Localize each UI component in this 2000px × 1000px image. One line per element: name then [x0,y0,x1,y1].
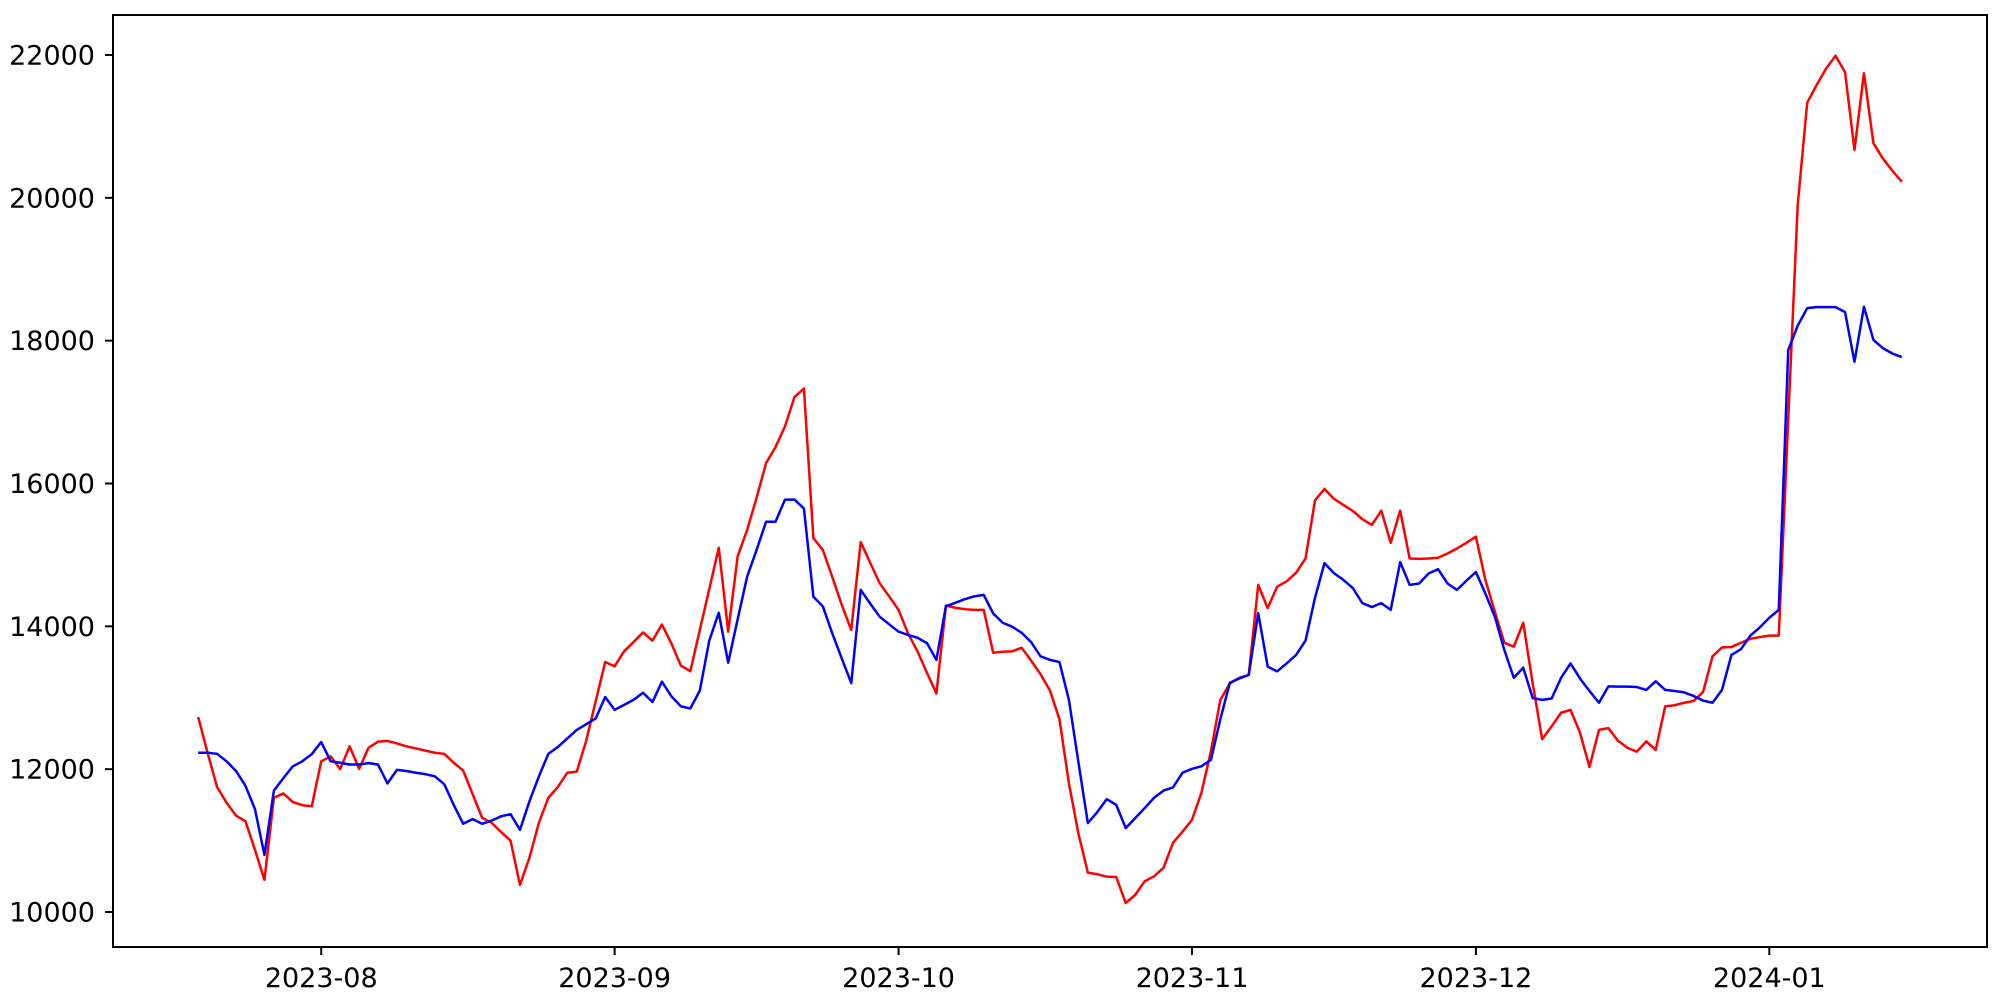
x-tick-label: 2023-09 [558,963,671,994]
y-tick-label: 20000 [9,183,95,214]
x-tick-label: 2024-01 [1713,963,1826,994]
x-tick-label: 2023-11 [1136,963,1249,994]
plot-border [112,14,1988,948]
y-tick-label: 14000 [9,612,95,643]
x-tick-label: 2023-12 [1420,963,1533,994]
y-tick-label: 12000 [9,755,95,786]
red-series-line [196,54,1903,905]
x-tick-label: 2023-08 [265,963,378,994]
y-tick-label: 22000 [9,40,95,71]
blue-series-line [198,305,1903,857]
y-tick-label: 18000 [9,326,95,357]
y-tick-label: 10000 [9,898,95,929]
y-tick-label: 16000 [9,469,95,500]
x-tick-label: 2023-10 [842,963,955,994]
